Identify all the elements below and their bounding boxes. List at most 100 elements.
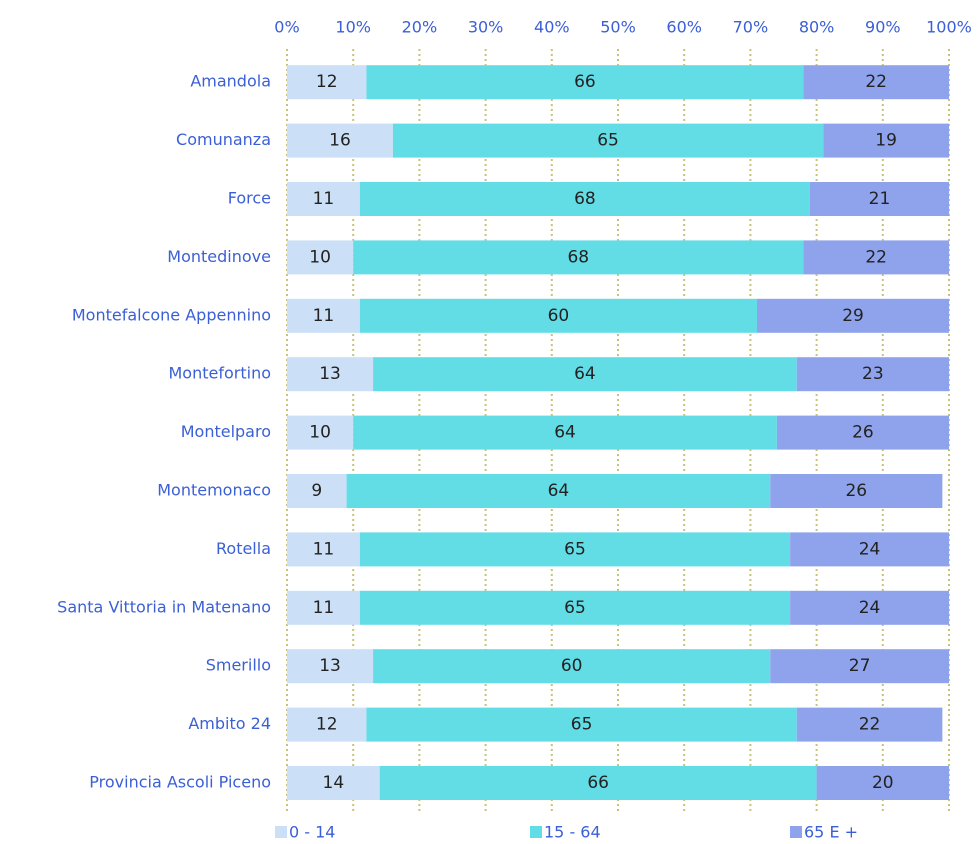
y-tick-label: Amandola — [190, 72, 271, 91]
data-label: 68 — [574, 189, 596, 209]
x-tick-label: 10% — [335, 18, 371, 37]
data-label: 65 — [564, 539, 586, 559]
bar-segment — [287, 532, 360, 567]
y-tick-label: Montemonaco — [157, 481, 271, 500]
bar-segment — [776, 415, 949, 450]
x-tick-label: 70% — [733, 18, 769, 37]
bar-segment — [287, 123, 393, 158]
bar-segment — [757, 298, 949, 333]
data-label: 10 — [309, 247, 331, 267]
data-label: 68 — [567, 247, 589, 267]
x-tick-label: 50% — [600, 18, 636, 37]
bar-segment — [366, 707, 797, 742]
bar-segment — [359, 182, 810, 216]
data-label: 9 — [311, 481, 322, 501]
x-tick-label: 60% — [666, 18, 702, 37]
x-tick-label: 0% — [274, 18, 299, 37]
bar-segment — [287, 240, 354, 275]
legend-swatch — [790, 826, 802, 838]
bar-segment — [287, 357, 374, 392]
bar-segment — [803, 240, 949, 275]
bar-segment — [796, 357, 949, 392]
data-label: 66 — [574, 72, 596, 92]
data-label: 12 — [316, 715, 338, 735]
bar-segment — [287, 707, 367, 742]
data-label: 19 — [875, 131, 897, 151]
data-label: 64 — [554, 423, 576, 443]
bar-segment — [287, 766, 380, 800]
data-label: 13 — [319, 364, 341, 384]
data-label: 11 — [313, 539, 335, 559]
bar-segment — [392, 123, 824, 158]
bar-segment — [366, 65, 804, 100]
data-label: 22 — [865, 247, 887, 267]
bar-segment — [287, 182, 360, 216]
bar-segment — [770, 474, 943, 508]
legend-swatch — [530, 826, 542, 838]
bar-segment — [373, 357, 797, 392]
bar-segment — [816, 766, 949, 800]
data-label: 23 — [862, 364, 884, 384]
data-label: 66 — [587, 773, 609, 793]
legend-label: 15 - 64 — [544, 823, 601, 842]
legend-label: 0 - 14 — [289, 823, 335, 842]
data-label: 60 — [548, 306, 570, 326]
data-label: 65 — [597, 131, 619, 151]
bar-segment — [287, 474, 347, 508]
bar-segment — [287, 298, 360, 333]
bar-segment — [796, 707, 943, 742]
data-label: 16 — [329, 131, 351, 151]
data-label: 65 — [564, 598, 586, 618]
bar-segment — [823, 123, 949, 158]
data-label: 26 — [845, 481, 867, 501]
y-tick-label: Montefortino — [169, 364, 272, 383]
data-label: 65 — [571, 715, 593, 735]
data-label: 27 — [849, 656, 871, 676]
y-tick-label: Smerillo — [206, 656, 271, 675]
bar-segment — [346, 474, 771, 508]
x-tick-label: 100% — [926, 18, 972, 37]
data-label: 22 — [859, 715, 881, 735]
bar-segment — [790, 590, 949, 625]
bar-segment — [359, 298, 758, 333]
bar-segment — [359, 532, 791, 567]
y-tick-label: Provincia Ascoli Piceno — [89, 773, 271, 792]
data-label: 24 — [859, 598, 881, 618]
bar-segment — [373, 649, 771, 684]
y-tick-label: Montelparo — [181, 422, 271, 441]
data-label: 11 — [313, 189, 335, 209]
bar-segment — [353, 415, 777, 450]
bar-segment — [379, 766, 817, 800]
data-label: 22 — [865, 72, 887, 92]
data-label: 11 — [313, 598, 335, 618]
data-label: 14 — [323, 773, 345, 793]
x-tick-label: 80% — [799, 18, 835, 37]
bar-segment — [790, 532, 949, 567]
y-tick-label: Ambito 24 — [188, 714, 271, 733]
y-tick-label: Comunanza — [176, 130, 271, 149]
bar-segment — [287, 415, 354, 450]
data-label: 26 — [852, 423, 874, 443]
bar-segment — [359, 590, 791, 625]
x-tick-label: 30% — [468, 18, 504, 37]
y-tick-label: Montefalcone Appennino — [72, 305, 271, 324]
x-tick-label: 20% — [402, 18, 438, 37]
bar-segment — [809, 182, 949, 216]
y-tick-label: Montedinove — [167, 247, 271, 266]
legend-label: 65 E + — [804, 823, 858, 842]
legend-swatch — [275, 826, 287, 838]
bar-segment — [287, 649, 374, 684]
data-label: 64 — [574, 364, 596, 384]
y-tick-label: Force — [228, 189, 271, 208]
data-label: 10 — [309, 423, 331, 443]
bar-segment — [770, 649, 949, 684]
y-tick-label: Rotella — [216, 539, 271, 558]
data-label: 60 — [561, 656, 583, 676]
data-label: 21 — [869, 189, 891, 209]
bar-segment — [353, 240, 804, 275]
x-tick-label: 90% — [865, 18, 901, 37]
data-label: 12 — [316, 72, 338, 92]
bar-segment — [287, 590, 360, 625]
y-tick-label: Santa Vittoria in Matenano — [57, 597, 271, 616]
